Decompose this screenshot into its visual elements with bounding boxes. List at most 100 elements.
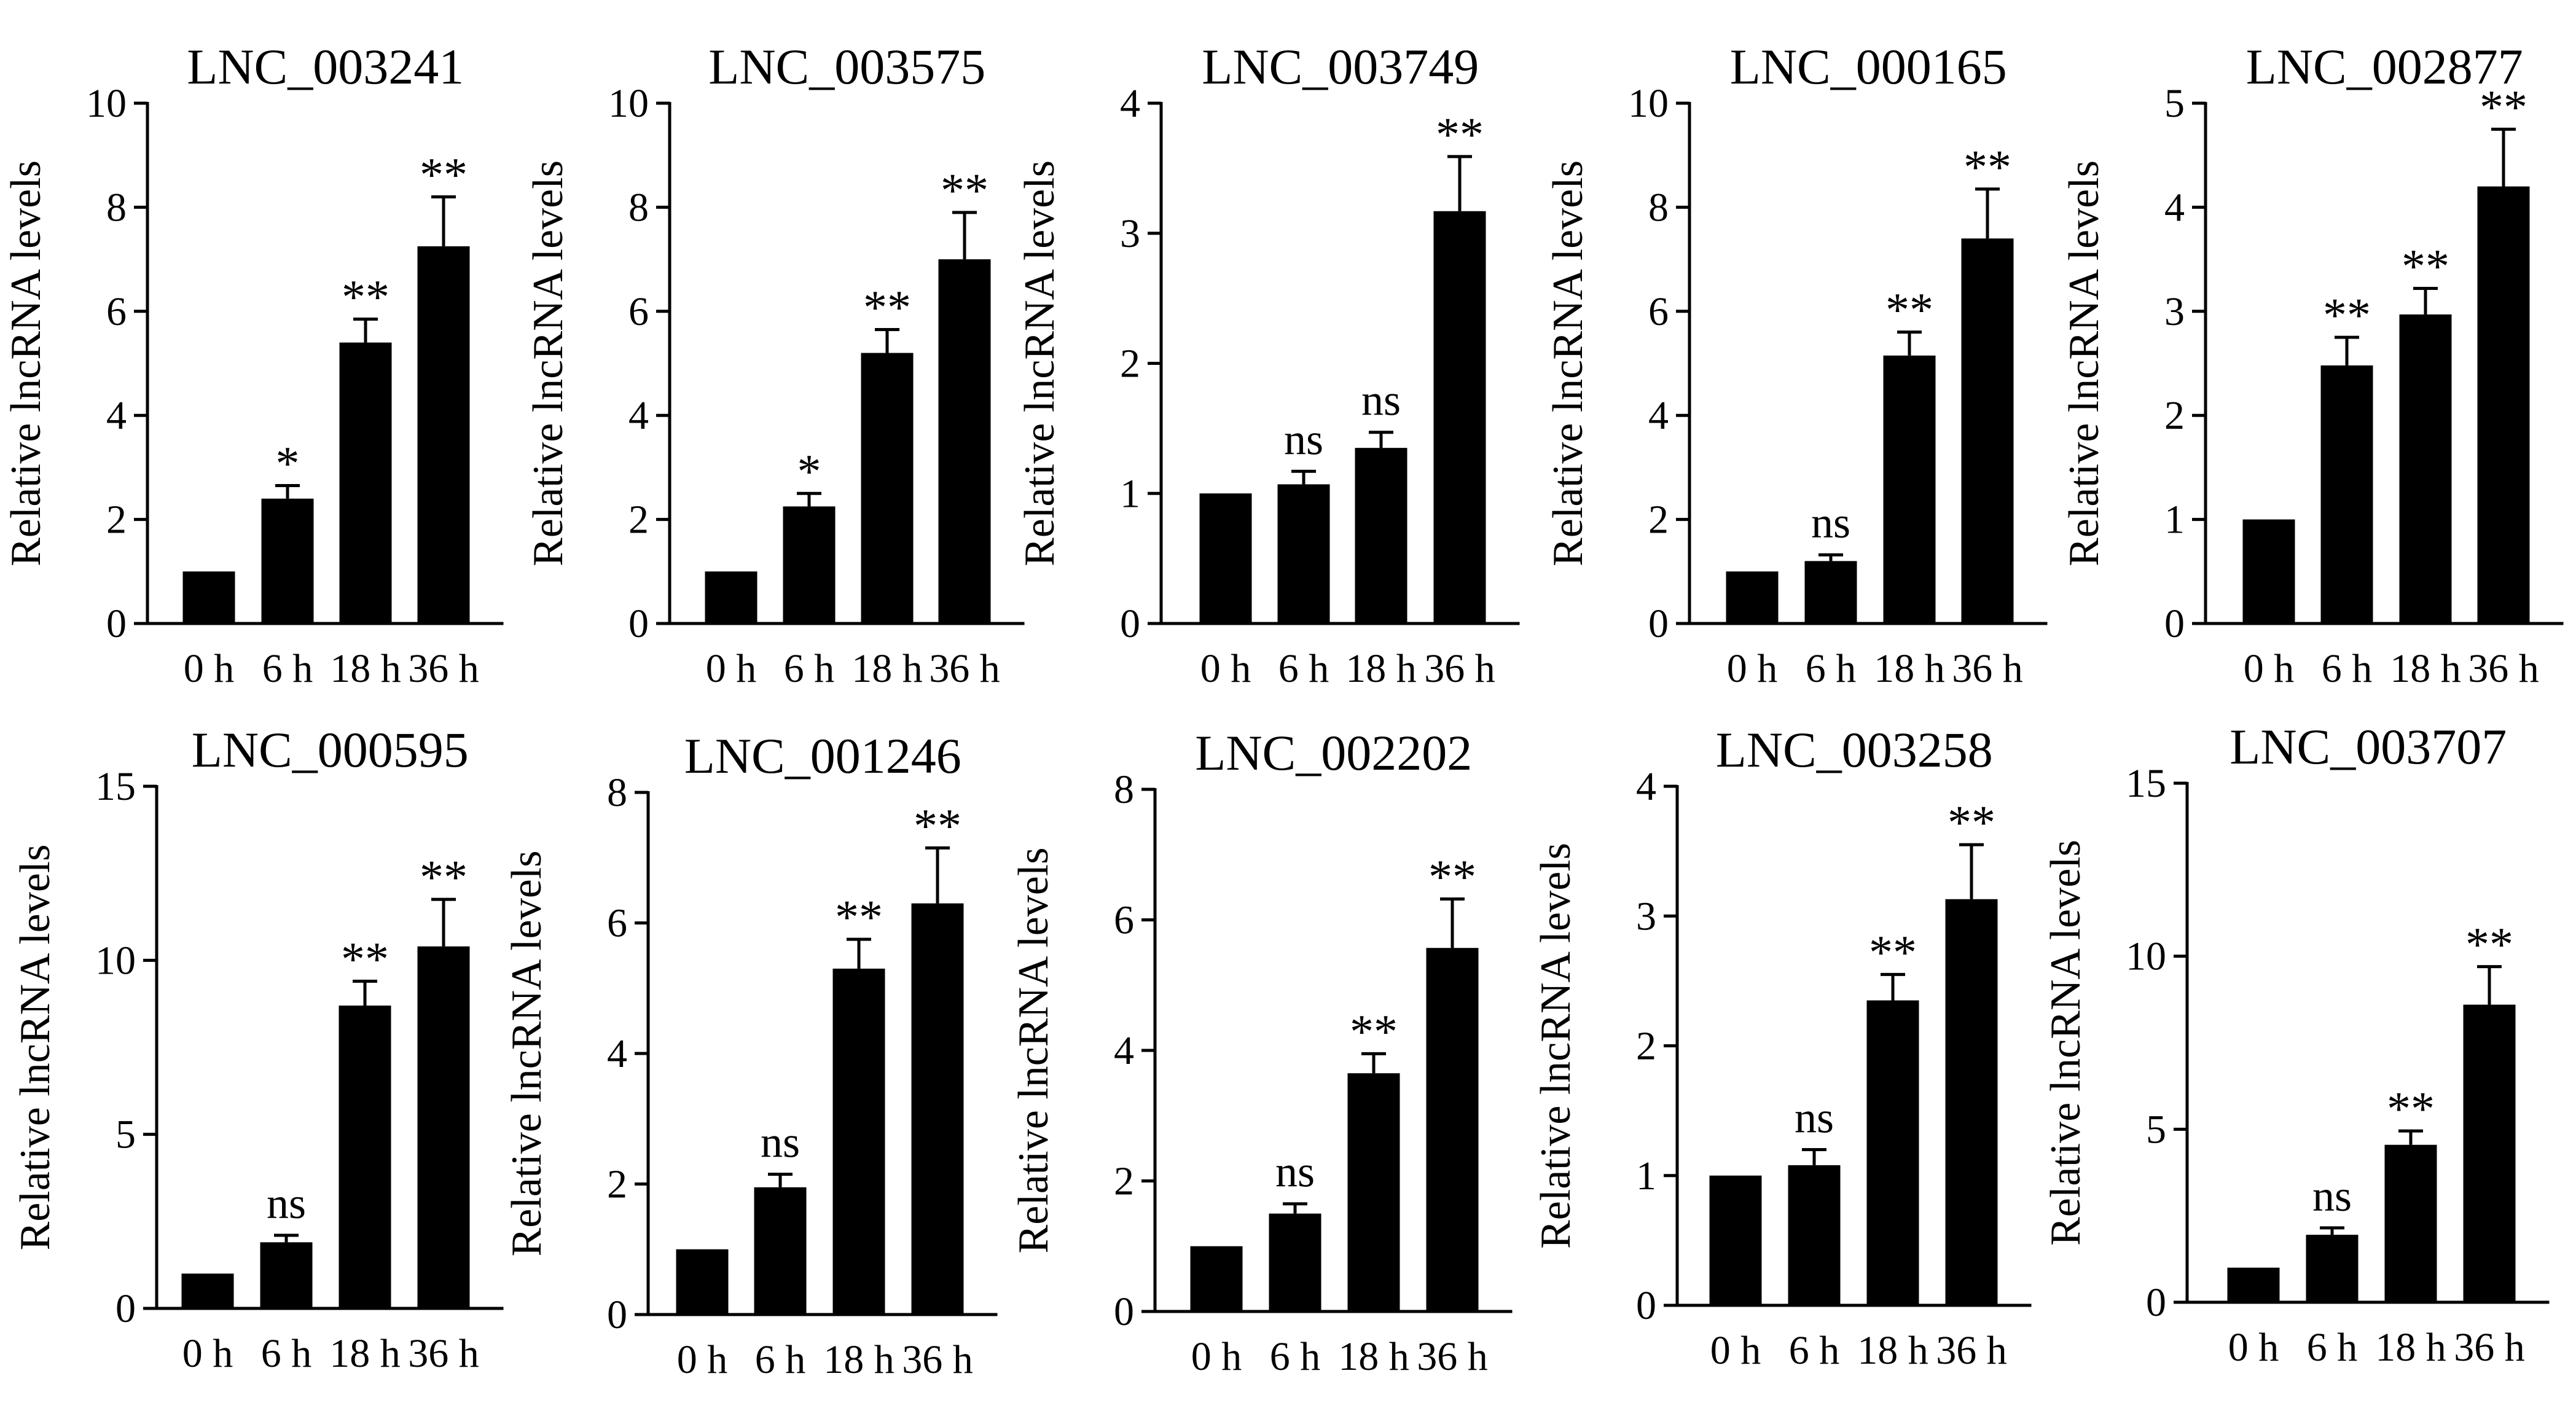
y-tick-label: 4 bbox=[1636, 764, 1656, 809]
bar-1 bbox=[181, 1273, 234, 1308]
x-tick-label: 0 h bbox=[677, 1337, 728, 1382]
significance-label: ns bbox=[1361, 376, 1401, 425]
x-tick-label: 0 h bbox=[182, 1331, 233, 1376]
y-tick-label: 6 bbox=[1114, 898, 1134, 943]
x-tick-label: 36 h bbox=[1936, 1328, 2007, 1373]
bar-4 bbox=[938, 259, 991, 624]
bar-2 bbox=[754, 1187, 807, 1315]
significance-label: ** bbox=[2402, 240, 2449, 293]
x-tick-label: 36 h bbox=[902, 1337, 973, 1382]
y-tick-label: 10 bbox=[1628, 81, 1669, 126]
bar-2 bbox=[1788, 1165, 1841, 1305]
significance-label: ** bbox=[1428, 850, 1476, 904]
bar-4 bbox=[1961, 238, 2014, 624]
y-tick-label: 10 bbox=[2126, 934, 2166, 979]
y-tick-label: 4 bbox=[2164, 185, 2185, 230]
x-tick-label: 0 h bbox=[2228, 1325, 2279, 1370]
significance-label: ns bbox=[1284, 415, 1323, 464]
bar-4 bbox=[911, 903, 964, 1315]
y-tick-label: 0 bbox=[1648, 601, 1669, 646]
y-tick-label: 8 bbox=[1114, 767, 1134, 812]
significance-label: ** bbox=[2323, 288, 2371, 342]
y-tick-label: 0 bbox=[607, 1292, 627, 1337]
x-tick-label: 36 h bbox=[408, 1331, 479, 1376]
y-tick-label: 3 bbox=[2164, 289, 2185, 334]
x-tick-label: 6 h bbox=[2307, 1325, 2358, 1370]
bar-1 bbox=[1709, 1175, 1762, 1305]
bar-4 bbox=[1945, 899, 1998, 1305]
significance-label: ns bbox=[2312, 1171, 2352, 1221]
y-axis-label: Relative lncRNA levels bbox=[2061, 160, 2108, 566]
significance-label: ns bbox=[761, 1118, 800, 1167]
bar-2 bbox=[2320, 365, 2373, 623]
y-tick-label: 1 bbox=[1636, 1154, 1656, 1198]
y-tick-label: 0 bbox=[1636, 1283, 1656, 1328]
y-tick-label: 2 bbox=[106, 498, 127, 542]
y-tick-label: 6 bbox=[607, 901, 627, 946]
y-tick-label: 4 bbox=[1648, 393, 1669, 438]
y-tick-label: 0 bbox=[1114, 1289, 1134, 1334]
x-tick-label: 0 h bbox=[1200, 646, 1251, 691]
y-axis-label: Relative lncRNA levels bbox=[1016, 160, 1063, 566]
x-tick-label: 18 h bbox=[823, 1337, 895, 1382]
x-tick-label: 36 h bbox=[1952, 646, 2023, 691]
x-tick-label: 6 h bbox=[1806, 646, 1857, 691]
y-tick-label: 4 bbox=[106, 393, 127, 438]
y-tick-label: 10 bbox=[86, 81, 127, 126]
chart-panel-8: LNC_002202 Relative lncRNA levels 0 2 4 6 8 0 h… bbox=[1010, 725, 1513, 1379]
bar-3 bbox=[1866, 1000, 1919, 1305]
bar-4 bbox=[1426, 948, 1479, 1311]
significance-label: ** bbox=[941, 163, 989, 217]
y-tick-label: 10 bbox=[95, 938, 136, 983]
bar-4 bbox=[417, 246, 470, 623]
y-tick-label: 8 bbox=[106, 185, 127, 230]
x-tick-label: 0 h bbox=[706, 646, 757, 691]
significance-label: ** bbox=[914, 799, 961, 852]
x-tick-label: 6 h bbox=[755, 1337, 806, 1382]
significance-label: ** bbox=[2465, 918, 2513, 971]
y-tick-label: 4 bbox=[1114, 1028, 1134, 1073]
x-tick-label: 6 h bbox=[784, 646, 835, 691]
significance-label: ** bbox=[1869, 925, 1917, 979]
bar-1 bbox=[1726, 571, 1779, 623]
y-tick-label: 2 bbox=[628, 498, 649, 542]
x-tick-label: 36 h bbox=[1417, 1334, 1488, 1379]
chart-panel-4: LNC_000165 Relative lncRNA levels 0 2 4 6 8 10 0… bbox=[1544, 39, 2048, 691]
bar-4 bbox=[2463, 1004, 2516, 1302]
significance-label: * bbox=[797, 444, 821, 498]
significance-label: ** bbox=[2480, 80, 2527, 133]
chart-title: LNC_003707 bbox=[2230, 719, 2507, 775]
y-tick-label: 3 bbox=[1120, 211, 1140, 256]
bar-4 bbox=[1433, 211, 1486, 623]
chart-panel-2: LNC_003575 Relative lncRNA levels 0 2 4 6 8 10 0… bbox=[525, 39, 1025, 691]
x-tick-label: 18 h bbox=[2375, 1325, 2446, 1370]
significance-label: ns bbox=[1811, 498, 1850, 547]
x-tick-label: 18 h bbox=[1857, 1328, 1928, 1373]
x-tick-label: 36 h bbox=[929, 646, 1000, 691]
y-tick-label: 0 bbox=[115, 1286, 136, 1331]
x-tick-label: 36 h bbox=[2468, 646, 2539, 691]
y-tick-label: 8 bbox=[607, 770, 627, 815]
bar-1 bbox=[182, 571, 235, 623]
y-tick-label: 0 bbox=[2164, 601, 2185, 646]
x-tick-label: 6 h bbox=[1270, 1334, 1321, 1379]
y-tick-label: 2 bbox=[2164, 393, 2185, 438]
significance-label: ** bbox=[1350, 1004, 1398, 1058]
y-tick-label: 1 bbox=[2164, 498, 2185, 542]
bar-2 bbox=[2306, 1235, 2359, 1302]
x-tick-label: 18 h bbox=[851, 646, 923, 691]
y-axis-label: Relative lncRNA levels bbox=[1544, 160, 1592, 566]
bar-3 bbox=[1347, 1073, 1400, 1311]
y-tick-label: 5 bbox=[115, 1112, 136, 1157]
significance-label: ** bbox=[863, 280, 911, 334]
x-tick-label: 0 h bbox=[2244, 646, 2295, 691]
chart-title: LNC_003258 bbox=[1716, 722, 1993, 778]
y-tick-label: 4 bbox=[628, 393, 649, 438]
x-tick-label: 36 h bbox=[1424, 646, 1495, 691]
chart-panel-3: LNC_003749 Relative lncRNA levels 0 1 2 3 4 0 h… bbox=[1016, 39, 1520, 691]
bar-1 bbox=[2242, 519, 2295, 623]
y-tick-label: 2 bbox=[1120, 342, 1140, 386]
y-axis-label: Relative lncRNA levels bbox=[503, 851, 550, 1257]
x-tick-label: 6 h bbox=[1789, 1328, 1840, 1373]
y-tick-label: 10 bbox=[608, 81, 649, 126]
